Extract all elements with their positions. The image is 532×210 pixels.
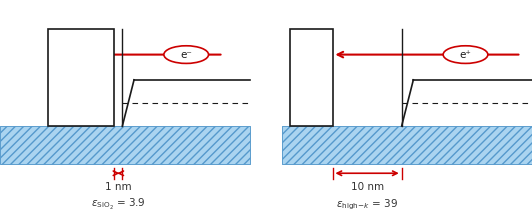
Bar [290, 29, 332, 126]
Text: e⁺: e⁺ [460, 50, 471, 60]
Circle shape [443, 46, 488, 63]
Circle shape [164, 46, 209, 63]
Bar [48, 29, 114, 126]
Text: $\varepsilon_{\rm SiO_2}$ = 3.9: $\varepsilon_{\rm SiO_2}$ = 3.9 [90, 197, 146, 210]
Text: $\varepsilon_{\rm high\!-\!\mathit{k}}$ = 39: $\varepsilon_{\rm high\!-\!\mathit{k}}$ … [336, 197, 398, 210]
Bar [0, 126, 250, 164]
Bar [282, 126, 532, 164]
Text: e⁻: e⁻ [180, 50, 192, 60]
Bar [282, 126, 532, 164]
Text: 1 nm: 1 nm [105, 182, 131, 192]
Bar [0, 126, 250, 164]
Text: 10 nm: 10 nm [351, 182, 384, 192]
